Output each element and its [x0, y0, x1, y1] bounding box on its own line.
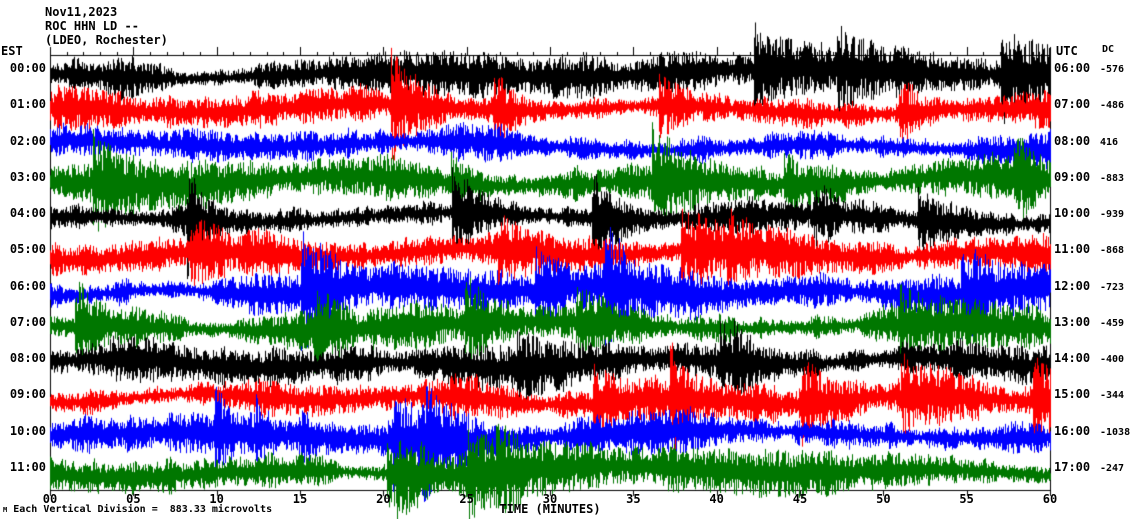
est-label: 04:00 [9, 206, 46, 220]
utc-label: 17:00 [1054, 459, 1091, 474]
header-location: (LDEO, Rochester) [45, 33, 168, 47]
dc-label: -883 [1100, 172, 1125, 184]
x-tick-label: 45 [792, 492, 808, 506]
est-label: 07:00 [9, 314, 46, 329]
est-label: 05:00 [9, 242, 46, 257]
dc-label: -1038 [1100, 426, 1130, 438]
est-label: 06:00 [9, 278, 46, 293]
left-axis-title: EST [1, 44, 23, 58]
utc-label: 08:00 [1054, 133, 1091, 148]
x-tick-label: 35 [626, 492, 641, 506]
est-label: 08:00 [9, 351, 46, 365]
x-tick-label: 20 [376, 492, 391, 506]
dc-label: -723 [1100, 281, 1125, 293]
utc-label: 09:00 [1054, 169, 1091, 184]
dc-label: -486 [1100, 100, 1125, 112]
utc-label: 13:00 [1054, 314, 1091, 329]
x-tick-label: 25 [459, 492, 474, 506]
dc-label: -459 [1100, 317, 1125, 329]
utc-label: 16:00 [1054, 423, 1091, 438]
dc-axis-title: DC [1102, 44, 1115, 55]
x-axis-label: TIME (MINUTES) [499, 502, 601, 516]
est-label: 09:00 [9, 387, 46, 402]
utc-label: 10:00 [1054, 206, 1091, 220]
dc-label: -247 [1100, 462, 1125, 474]
header-date: Nov11,2023 [45, 5, 118, 19]
dc-label: 416 [1100, 136, 1119, 148]
x-tick-label: 40 [709, 492, 724, 506]
x-tick-label: 30 [542, 492, 558, 506]
x-tick-label: 60 [1042, 492, 1058, 506]
right-axis-title: UTC [1056, 44, 1078, 58]
est-label: 02:00 [9, 133, 46, 148]
est-label: 03:00 [9, 169, 46, 184]
x-tick-label: 55 [959, 492, 974, 506]
dc-label: -576 [1100, 64, 1125, 75]
x-tick-label: 05 [126, 492, 141, 506]
est-label: 11:00 [9, 459, 46, 474]
utc-label: 12:00 [1054, 278, 1091, 293]
footer-marker: M [3, 506, 8, 514]
utc-label: 15:00 [1054, 387, 1091, 402]
utc-label: 06:00 [1054, 61, 1091, 75]
utc-label: 11:00 [1054, 242, 1091, 257]
est-label: 01:00 [9, 97, 46, 112]
footer-text: Each Vertical Division = 883.33 microvol… [13, 504, 273, 515]
x-tick-label: 50 [876, 492, 891, 506]
utc-label: 14:00 [1054, 351, 1091, 365]
header-station: ROC HHN LD -- [45, 19, 139, 33]
dc-label: -868 [1100, 245, 1125, 257]
dc-label: -344 [1100, 390, 1125, 402]
dc-label: -939 [1100, 209, 1125, 220]
x-tick-label: 10 [209, 492, 224, 506]
est-label: 00:00 [9, 61, 46, 75]
x-tick-label: 15 [292, 492, 308, 506]
utc-label: 07:00 [1054, 97, 1091, 112]
x-tick-label: 00 [42, 492, 58, 506]
footer-note: M Each Vertical Division = 883.33 microv… [3, 504, 272, 515]
dc-label: -400 [1100, 354, 1125, 365]
est-label: 10:00 [9, 423, 46, 438]
